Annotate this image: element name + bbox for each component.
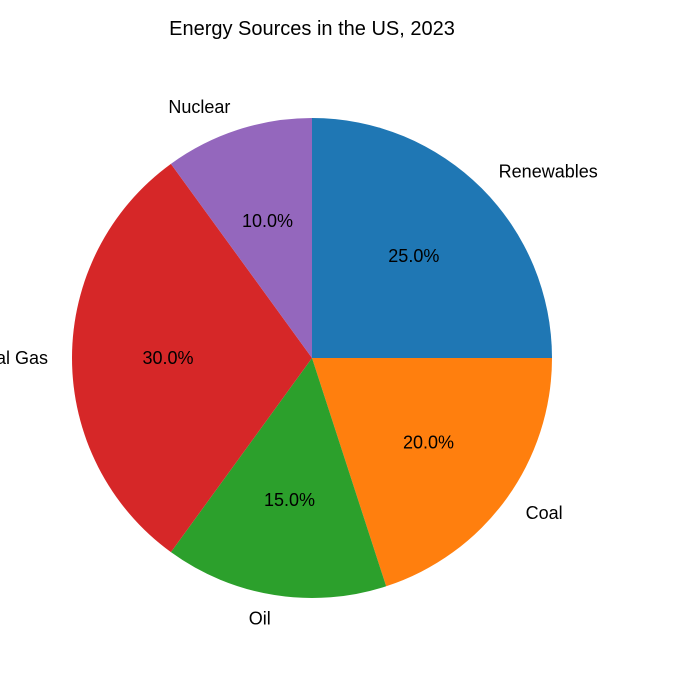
slice-label-oil: Oil — [249, 609, 271, 629]
pie-slice-oil — [170, 358, 387, 598]
slice-percent-renewables: 25.0% — [388, 246, 439, 266]
pie-slice-natural-gas — [71, 163, 312, 553]
slice-percent-natural-gas: 30.0% — [142, 348, 193, 368]
slice-percent-nuclear: 10.0% — [242, 211, 293, 231]
slice-percent-oil: 15.0% — [264, 490, 315, 510]
pie-slice-nuclear — [170, 118, 312, 358]
pie-labels: Renewables 25.0% Coal 20.0% Oil 15.0% Natural … — [0, 97, 598, 629]
pie-slice-renewables — [312, 118, 552, 358]
slice-label-renewables: Renewables — [499, 161, 598, 181]
slice-label-natural-gas: Natural Gas — [0, 348, 48, 368]
slice-label-nuclear: Nuclear — [168, 97, 230, 117]
slice-percent-coal: 20.0% — [403, 433, 454, 453]
pie-slice-coal — [312, 358, 552, 587]
pie-slices — [71, 118, 552, 598]
slice-label-coal: Coal — [526, 503, 563, 523]
chart-title: Energy Sources in the US, 2023 — [169, 18, 455, 40]
